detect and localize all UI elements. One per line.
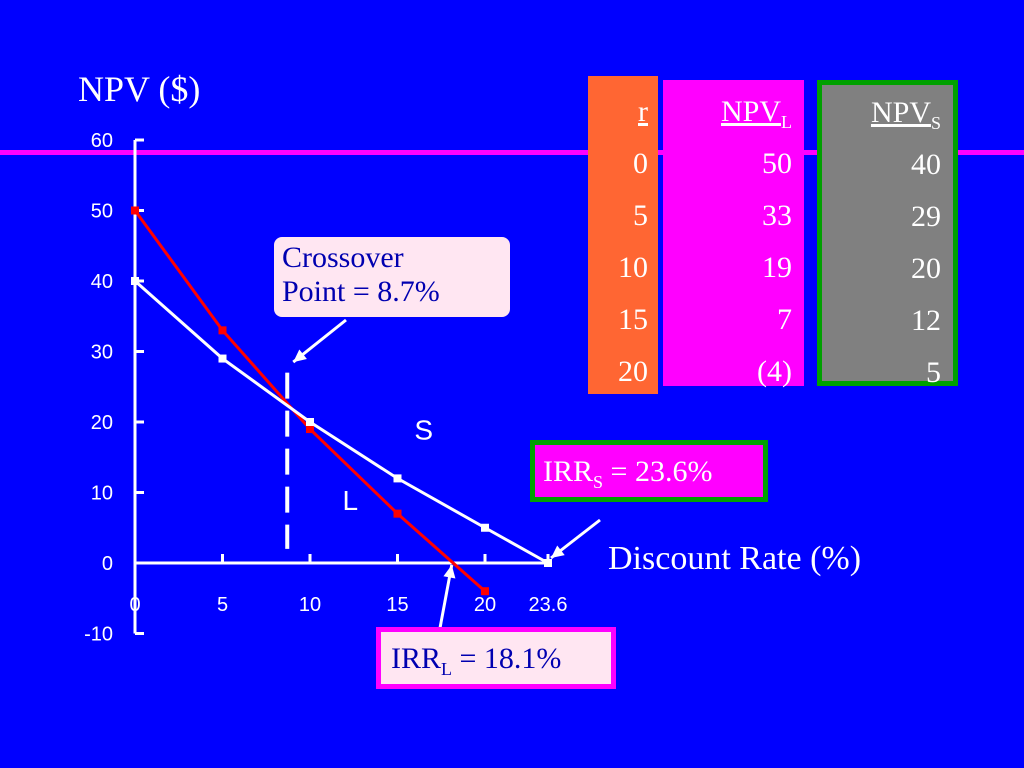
crossover-label-line2: Point = 8.7% [282, 275, 440, 308]
col-r-cell: 20 [618, 355, 648, 388]
title-rule [0, 150, 1024, 155]
data-point-l [481, 587, 489, 596]
x-tick-label: 15 [386, 594, 408, 616]
y-tick-label: 10 [91, 483, 113, 505]
series-label-l: L [342, 485, 358, 516]
irr-s-arrow-head [551, 545, 565, 558]
col-npv-s-cell: 12 [911, 304, 941, 337]
irr-l-arrow-head [443, 565, 456, 579]
crossover-arrow-head [293, 349, 307, 363]
col-r-cell: 5 [633, 199, 648, 232]
data-point-l [218, 326, 227, 335]
irr-s-sub: S [593, 472, 604, 492]
data-point-s [393, 474, 402, 483]
col-npv-l-cell: 19 [762, 251, 792, 284]
crossover-callout: Crossover Point = 8.7% [274, 237, 510, 317]
y-axis-label: NPV ($) [78, 69, 201, 109]
irr-s-prefix: IRR [543, 455, 594, 488]
series-line-s [134, 279, 549, 565]
npv-l-header-sub: L [781, 112, 792, 132]
data-point-s [544, 559, 552, 567]
y-tick-label: 50 [91, 201, 113, 223]
npv-l-header-text: NPV [720, 95, 781, 128]
x-tick-label: 0 [129, 594, 140, 616]
irr-s-value: = 23.6% [603, 455, 713, 488]
col-npv-s-header: NPVS [822, 91, 941, 139]
y-tick-label: -10 [84, 624, 113, 646]
data-point-s [306, 418, 314, 426]
y-tick-label: 30 [91, 342, 113, 364]
col-npv-l-header: NPVL [663, 90, 792, 138]
series-label-s: S [414, 415, 433, 446]
npv-s-header-sub: S [930, 113, 941, 133]
col-npv-s-cell: 29 [911, 200, 941, 233]
col-r-header: r [638, 95, 648, 128]
y-tick-label: 20 [91, 412, 113, 434]
col-npv-s-cell: 40 [911, 148, 941, 181]
irr-l-prefix: IRR [391, 642, 442, 675]
x-tick-label: 23.6 [529, 594, 568, 616]
x-tick-label: 5 [217, 594, 228, 616]
col-npv-s-cell: 5 [926, 356, 941, 389]
data-point-l [306, 425, 314, 434]
data-point-l [131, 206, 139, 215]
npv-s-header-text: NPV [870, 96, 931, 129]
x-tick-label: 20 [474, 594, 496, 616]
col-r-cell: 10 [618, 251, 648, 284]
irr-l-callout: IRRL = 18.1% [376, 627, 616, 689]
col-npv-l-cell: (4) [757, 355, 792, 388]
data-point-l [393, 509, 402, 518]
crossover-label-line1: Crossover [282, 241, 404, 274]
col-npv-s-cell: 20 [911, 252, 941, 285]
x-axis-label: Discount Rate (%) [608, 540, 862, 577]
col-r-cell: 15 [618, 303, 648, 336]
data-point-s [481, 523, 489, 532]
data-point-s [218, 354, 227, 363]
y-tick-label: 60 [91, 130, 113, 152]
irr-s-callout: IRRS = 23.6% [530, 440, 768, 502]
col-npv-l-cell: 33 [762, 199, 792, 232]
irr-l-value: = 18.1% [452, 642, 562, 675]
col-npv-l-cell: 7 [777, 303, 792, 336]
table-col-npv-s: NPVS 40 29 20 12 5 [817, 80, 958, 389]
table-col-npv-l: NPVL 50 33 19 7 (4) [663, 80, 804, 388]
y-tick-label: 0 [102, 553, 113, 575]
irr-l-sub: L [441, 659, 453, 679]
x-tick-label: 10 [299, 594, 321, 616]
data-point-s [131, 277, 139, 285]
y-tick-label: 40 [91, 271, 113, 293]
col-r-cell: 0 [633, 147, 648, 180]
table-col-r: r 0 5 10 15 20 [588, 76, 658, 394]
col-npv-l-cell: 50 [762, 147, 792, 180]
